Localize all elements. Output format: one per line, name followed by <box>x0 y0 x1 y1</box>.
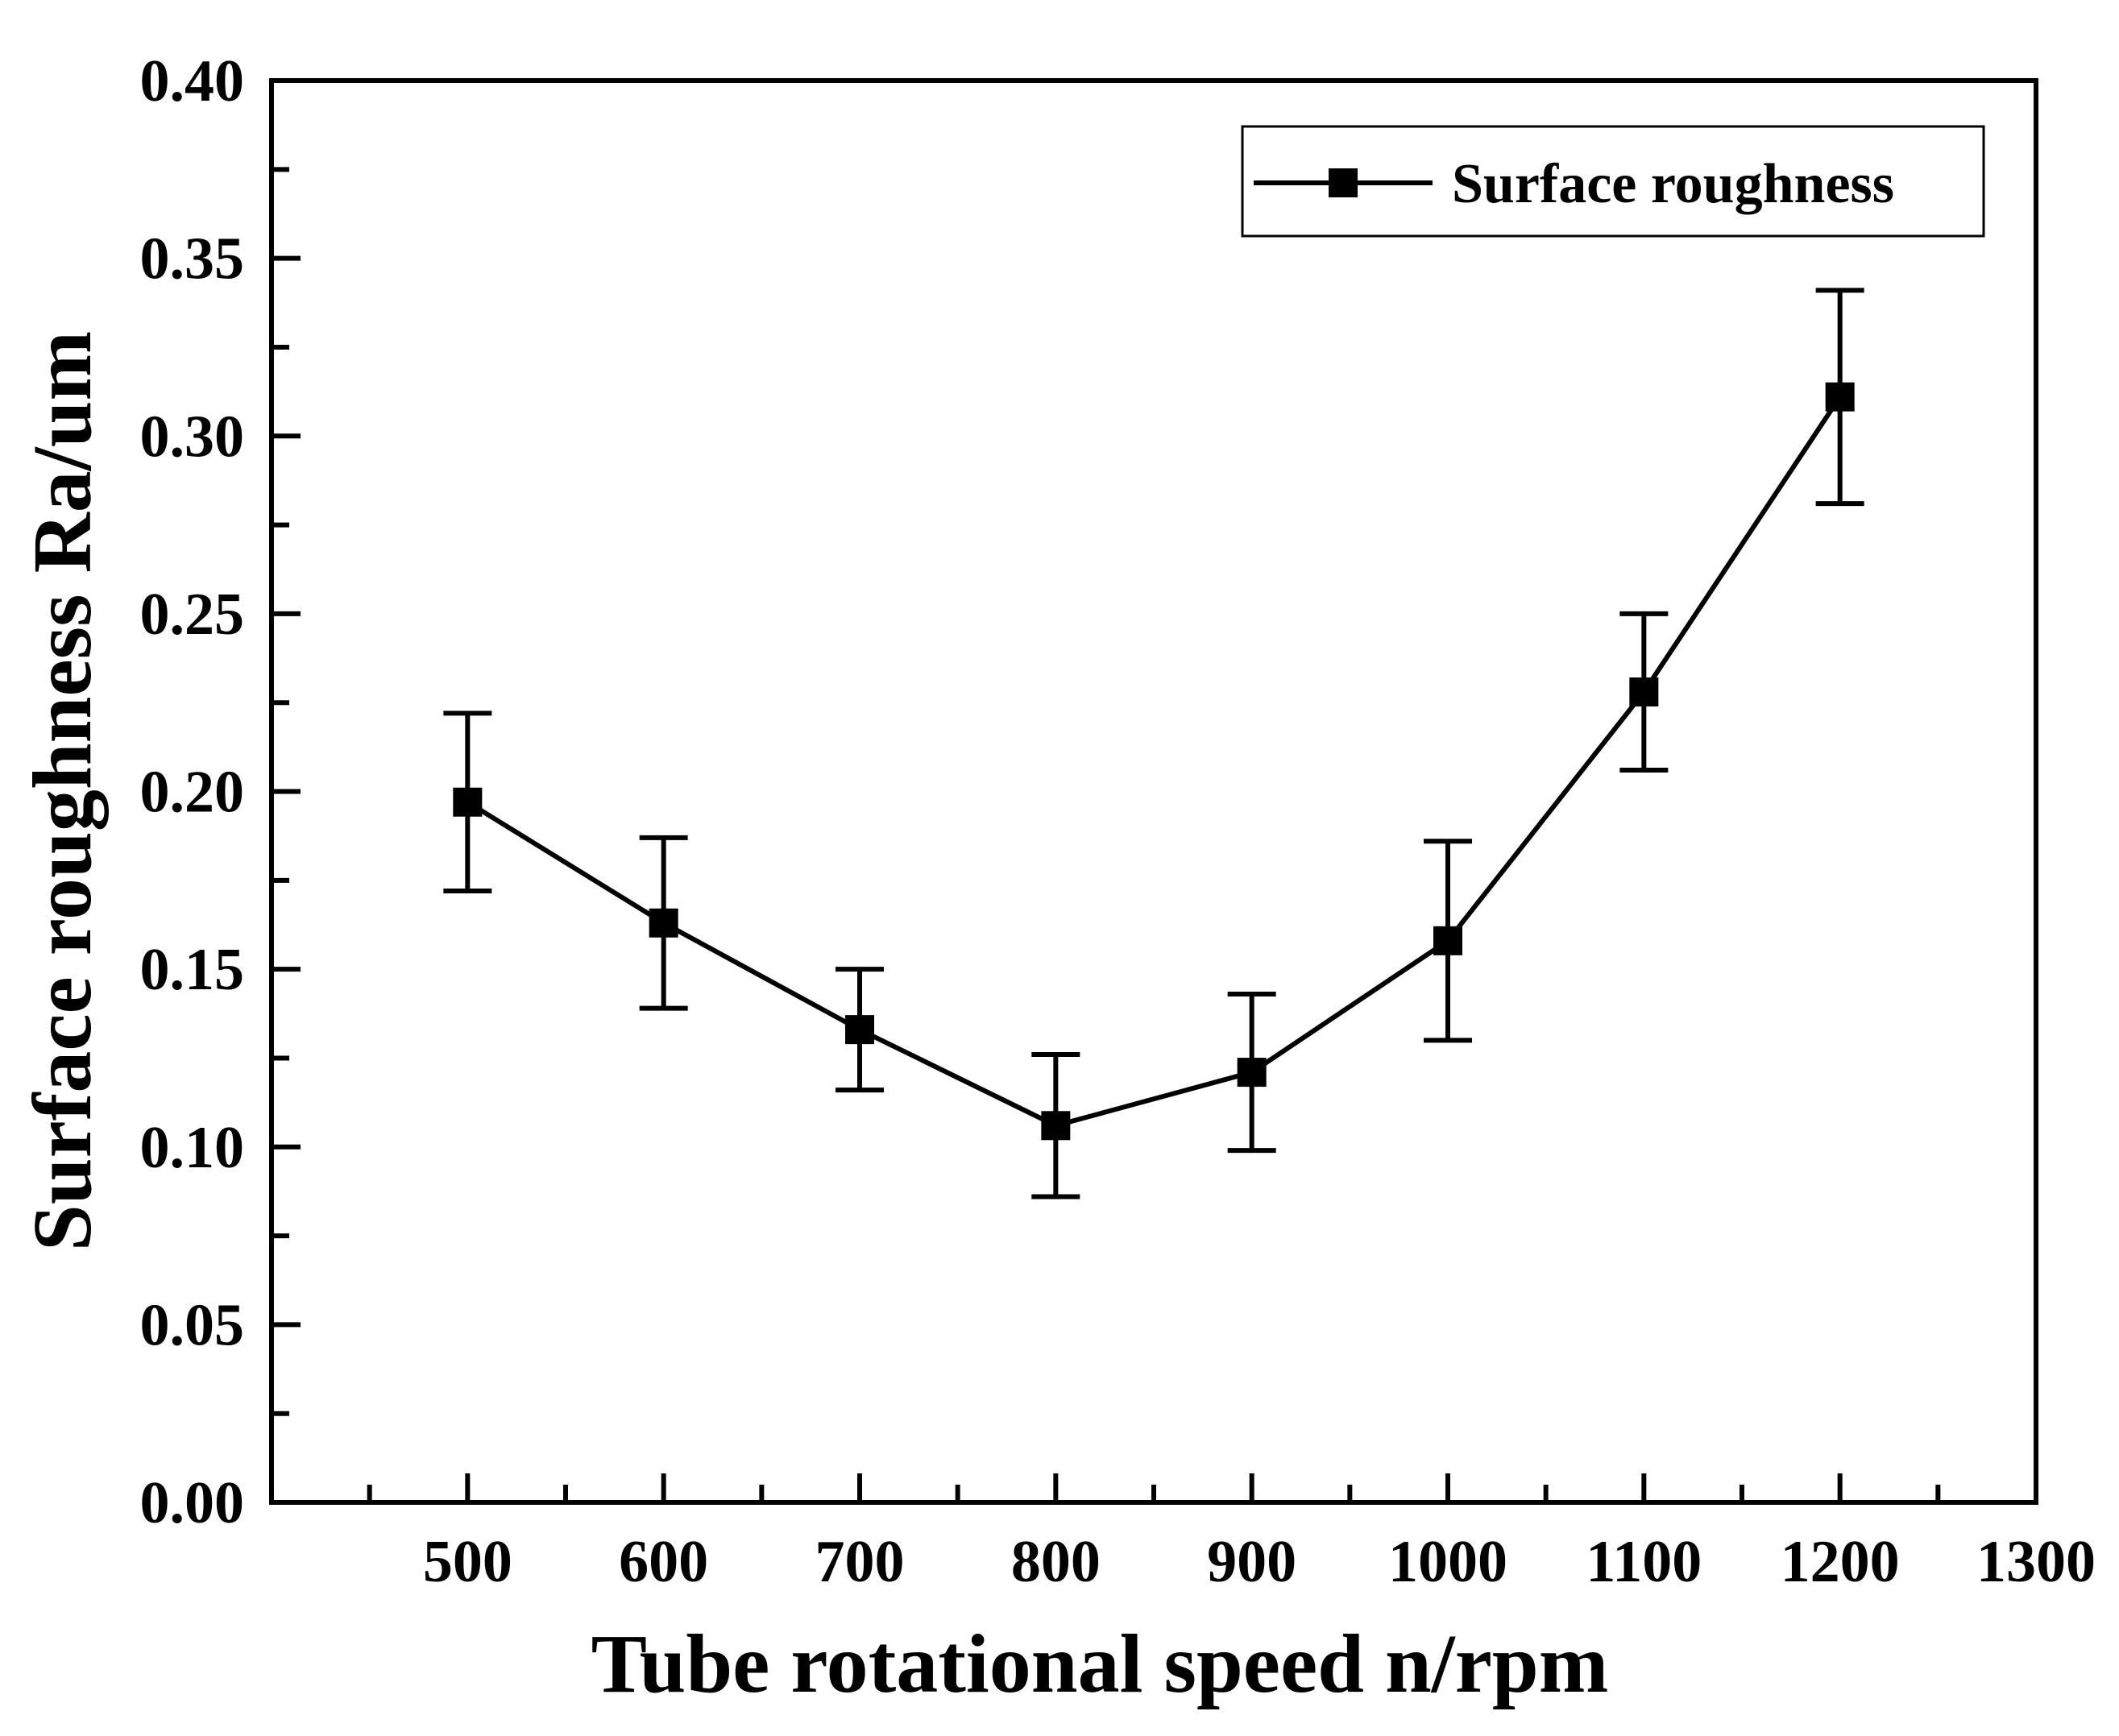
y-tick-label: 0.10 <box>140 1115 245 1181</box>
data-point-marker <box>1825 382 1855 412</box>
y-axis-ticks <box>272 167 301 1416</box>
x-tick-label: 1100 <box>1586 1529 1702 1595</box>
x-axis-tick-labels: 500 600 700 800 900 1000 1100 1200 1300 <box>423 1529 2096 1595</box>
data-point-marker <box>1629 677 1659 706</box>
x-tick-label: 800 <box>1011 1529 1101 1595</box>
data-point-marker <box>1433 926 1462 955</box>
legend-marker-square <box>1329 168 1358 197</box>
x-axis-title: Tube rotational speed n/rpm <box>591 1618 1609 1710</box>
y-tick-label: 0.25 <box>140 582 245 648</box>
y-axis-title: Surface roughness Ra/um <box>16 331 109 1251</box>
series-line <box>466 396 1843 1129</box>
x-tick-label: 600 <box>619 1529 708 1595</box>
x-tick-label: 1200 <box>1781 1529 1900 1595</box>
y-tick-label: 0.20 <box>140 760 245 826</box>
y-tick-label: 0.00 <box>140 1470 245 1536</box>
plot-area-frame <box>269 78 2038 1505</box>
y-tick-label: 0.05 <box>140 1292 245 1358</box>
y-tick-label: 0.15 <box>140 937 245 1003</box>
series-layer <box>443 288 1864 1199</box>
data-point-marker <box>453 787 483 817</box>
y-tick-label: 0.30 <box>140 404 245 470</box>
data-point-marker <box>649 908 678 938</box>
y-tick-label: 0.40 <box>140 48 245 114</box>
x-tick-label: 1000 <box>1388 1529 1507 1595</box>
legend: Surface roughness <box>1241 125 1985 238</box>
x-tick-label: 900 <box>1207 1529 1296 1595</box>
y-axis-tick-labels: 0.00 0.05 0.10 0.15 0.20 0.25 0.30 0.35 0.40 <box>140 48 245 1536</box>
y-tick-label: 0.35 <box>140 226 245 292</box>
data-point-marker <box>845 1015 874 1045</box>
x-tick-label: 700 <box>815 1529 905 1595</box>
x-axis-ticks <box>367 1473 1941 1502</box>
legend-label: Surface roughness <box>1452 153 1894 215</box>
data-point-marker <box>1041 1111 1071 1141</box>
x-tick-label: 1300 <box>1976 1529 2096 1595</box>
data-point-marker <box>1237 1058 1267 1088</box>
x-tick-label: 500 <box>423 1529 512 1595</box>
